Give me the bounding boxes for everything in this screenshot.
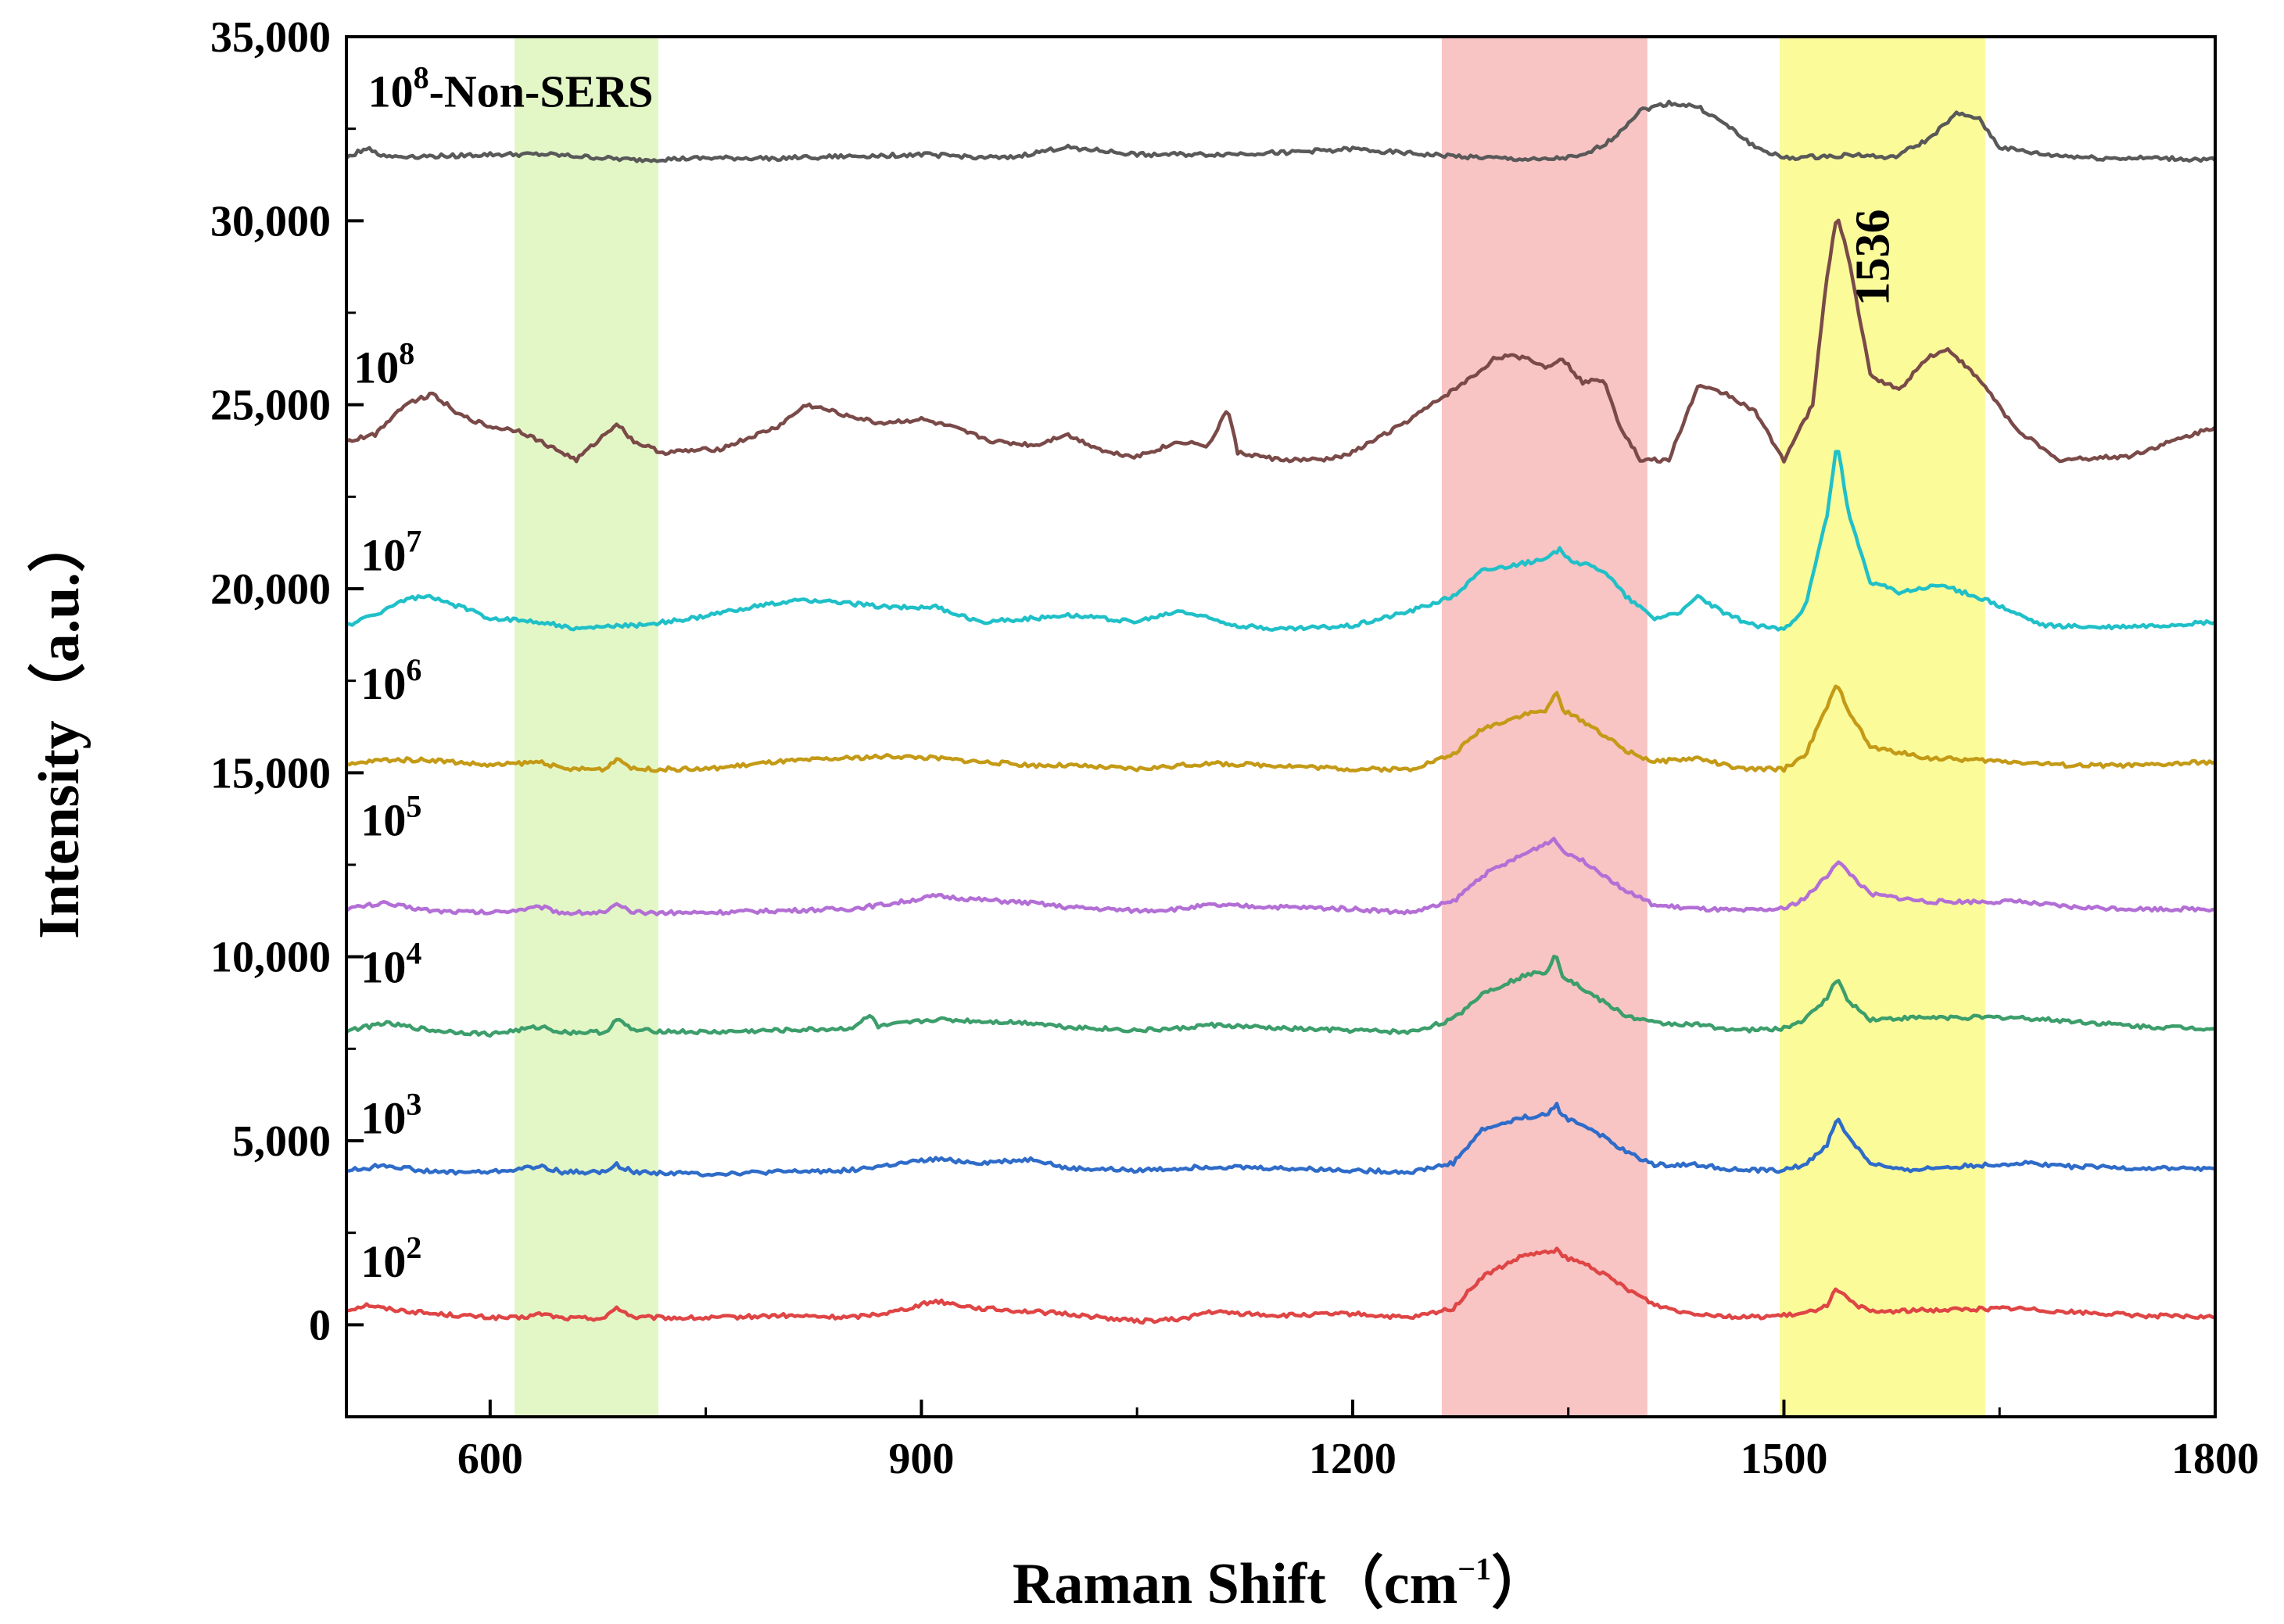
highlight-bands <box>515 37 1985 1417</box>
series-label-base-10^8-Non-SERS: 10 <box>368 66 414 117</box>
series-label-10^5: 105 <box>360 788 421 845</box>
peak-annotation-1536: 1536 <box>1847 209 1900 306</box>
y-tick-label-25000: 25,000 <box>210 382 331 430</box>
series-line-10^7 <box>346 450 2216 633</box>
series-label-sup-10^8: 8 <box>399 335 414 371</box>
y-tick-label-5000: 5,000 <box>232 1117 331 1166</box>
series-label-sup-10^6: 6 <box>406 652 421 687</box>
x-axis-title-tail: ） <box>1491 1552 1549 1616</box>
series-label-base-10^4: 10 <box>360 942 406 993</box>
y-tick-label-0: 0 <box>309 1301 331 1350</box>
series-label-10^8-Non-SERS: 108-Non-SERS <box>368 59 654 117</box>
band-yellow <box>1779 37 1985 1417</box>
plot-frame <box>345 35 2217 1418</box>
x-axis-title-sup: −1 <box>1458 1551 1491 1586</box>
axes: 600 900 1200 1500 1800 0 5,000 10,000 15,000 20,0… <box>27 13 2259 1616</box>
series-label-10^8: 108 <box>353 335 414 393</box>
band-red <box>1441 37 1648 1417</box>
y-axis-title: Intensity（a.u.） <box>27 514 91 939</box>
series-line-10^6 <box>346 684 2216 773</box>
series-label-10^4: 104 <box>360 936 421 993</box>
y-tick-label-35000: 35,000 <box>210 13 331 62</box>
series-label-base-10^2: 10 <box>360 1236 406 1287</box>
series-line-10^3 <box>346 1102 2216 1178</box>
series-label-sup-10^5: 5 <box>406 788 421 823</box>
series-line-10^5 <box>345 837 2216 916</box>
x-tick-label-600: 600 <box>457 1435 523 1483</box>
y-tick-label-10000: 10,000 <box>210 934 331 982</box>
series-label-10^2: 102 <box>360 1230 421 1287</box>
series-label-base-10^5: 10 <box>360 794 406 845</box>
y-tick-label-30000: 30,000 <box>210 197 331 246</box>
annotations: 1536 <box>1847 209 1900 306</box>
x-tick-label-900: 900 <box>888 1435 954 1483</box>
series-line-10^2 <box>346 1246 2216 1325</box>
series-lines <box>345 99 2217 1325</box>
x-tick-label-1200: 1200 <box>1309 1435 1397 1483</box>
series-label-base-10^3: 10 <box>360 1093 406 1144</box>
series-label-sup-10^7: 7 <box>406 523 421 558</box>
series-label-base-10^8: 10 <box>353 342 399 393</box>
series-line-10^8-Non-SERS <box>345 99 2217 163</box>
band-green <box>515 37 658 1417</box>
series-line-10^4 <box>346 954 2216 1038</box>
y-tick-label-20000: 20,000 <box>210 565 331 614</box>
series-line-10^8 <box>346 218 2217 464</box>
series-label-base-10^7: 10 <box>360 529 406 580</box>
series-label-tail-10^8-Non-SERS: -Non-SERS <box>429 66 654 117</box>
series-label-sup-10^4: 4 <box>406 936 421 971</box>
series-label-sup-10^8-Non-SERS: 8 <box>414 59 429 95</box>
series-label-10^3: 103 <box>360 1087 421 1144</box>
x-tick-label-1800: 1800 <box>2171 1435 2259 1483</box>
y-tick-label-15000: 15,000 <box>210 749 331 798</box>
x-tick-label-1500: 1500 <box>1740 1435 1827 1483</box>
x-axis-title: Raman Shift（cm−1） <box>1013 1551 1549 1616</box>
series-label-sup-10^2: 2 <box>406 1230 421 1265</box>
series-label-sup-10^3: 3 <box>406 1087 421 1122</box>
x-axis-title-main: Raman Shift（cm <box>1013 1552 1458 1616</box>
series-label-base-10^6: 10 <box>360 658 406 709</box>
series-label-10^6: 106 <box>360 652 421 709</box>
series-label-10^7: 107 <box>360 523 421 580</box>
